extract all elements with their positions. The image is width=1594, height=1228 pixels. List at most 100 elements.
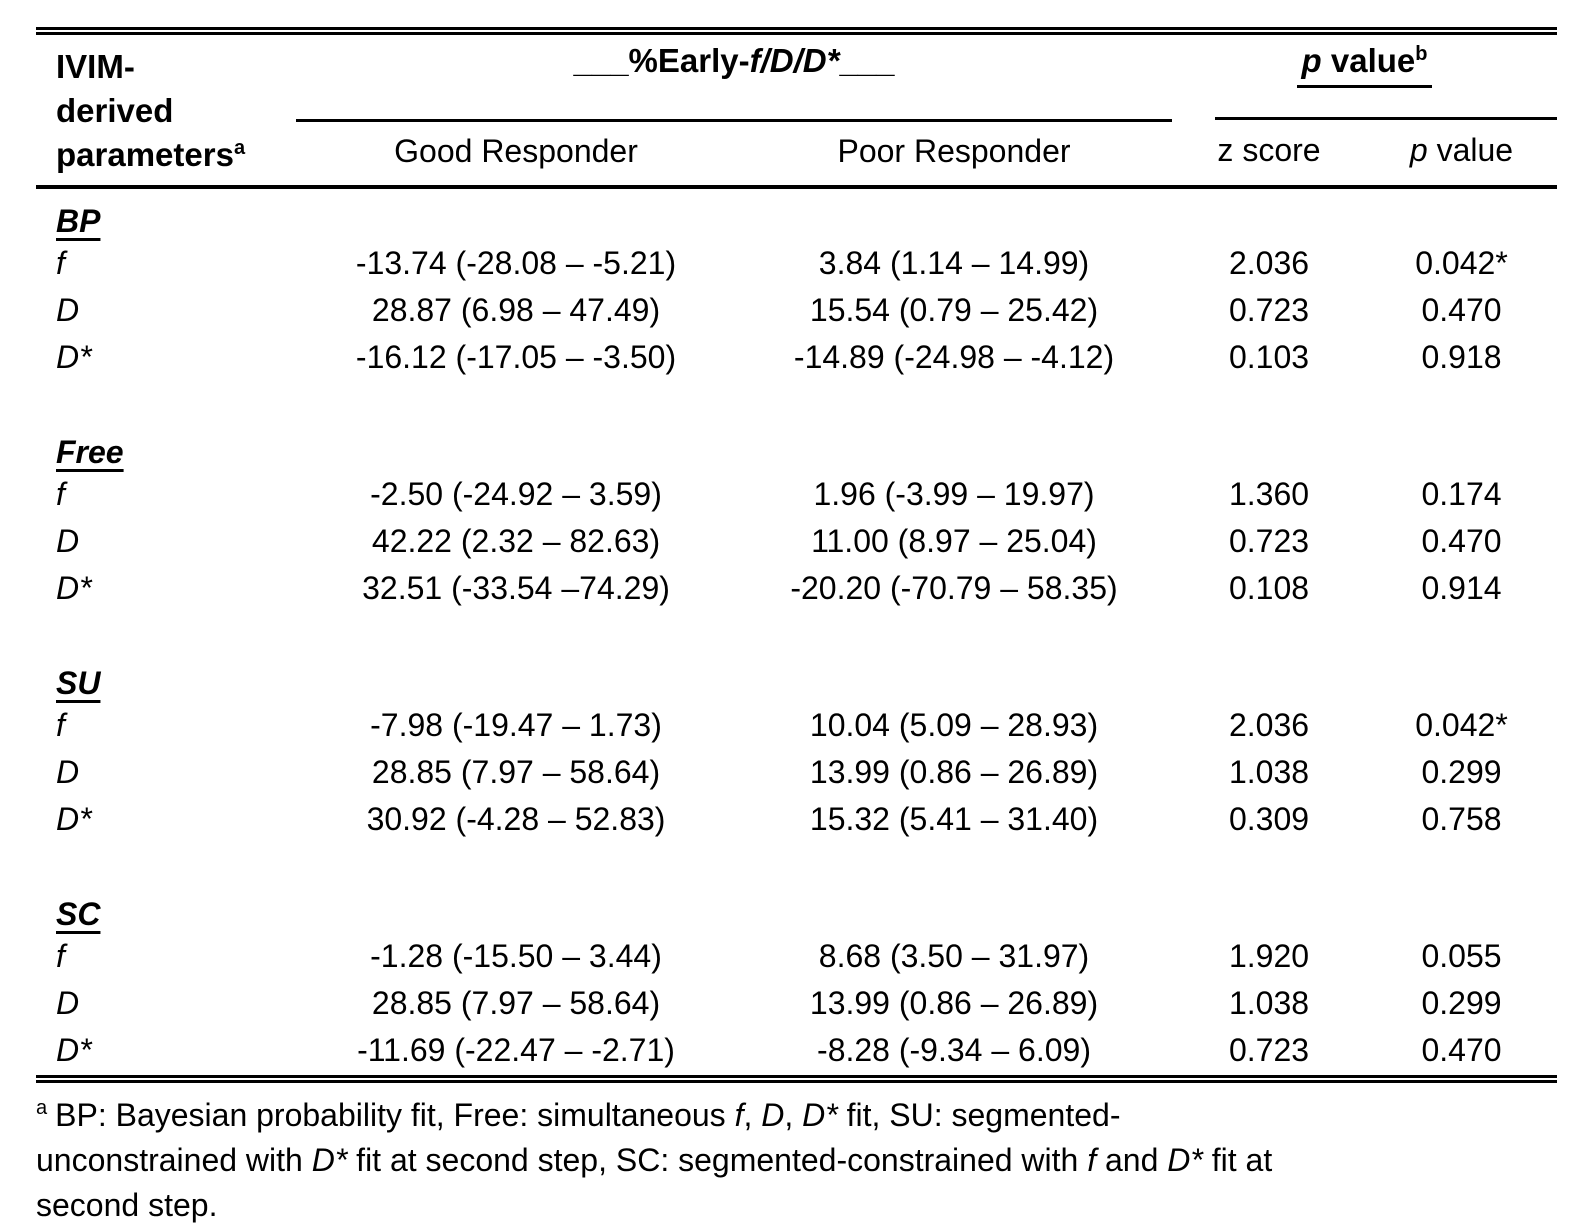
- good-value: -7.98 (-19.47 – 1.73): [370, 707, 662, 744]
- title-line-1: IVIM-: [56, 48, 135, 85]
- empty-cell: [1366, 420, 1557, 472]
- footnote-a-line-3: second step.: [36, 1183, 1557, 1228]
- section-name-cell: SC: [36, 882, 296, 934]
- param-label: D*: [56, 570, 92, 607]
- table-row: D 28.85 (7.97 – 58.64) 13.99 (0.86 – 26.…: [36, 981, 1557, 1028]
- poor-value: 8.68 (3.50 – 31.97): [818, 938, 1090, 975]
- table-row: D* 30.92 (-4.28 – 52.83) 15.32 (5.41 – 3…: [36, 797, 1557, 844]
- z-value: 2.036: [1228, 245, 1310, 282]
- good-value: 28.85 (7.97 – 58.64): [371, 754, 661, 791]
- param-label: f: [56, 938, 65, 975]
- empty-cell: [36, 613, 1557, 651]
- footnote-a-param-dstar: D*: [802, 1096, 838, 1133]
- empty-cell: [36, 844, 1557, 882]
- param-label: f: [56, 245, 65, 282]
- p-value-subheader-rest: value: [1427, 132, 1514, 169]
- p-value-cell: 0.042*: [1415, 707, 1508, 744]
- p-value-group-rule: [1215, 117, 1558, 120]
- good-value: 32.51 (-33.54 –74.29): [362, 570, 670, 607]
- early-change-header: ___%Early-f/D/D*___: [296, 35, 1172, 122]
- param-label: D: [56, 985, 80, 1022]
- results-table: IVIM- derived parametersa ___%Early-f/D/…: [36, 35, 1558, 1075]
- poor-value: 10.04 (5.09 – 28.93): [809, 707, 1099, 744]
- param-label: D*: [56, 1032, 92, 1069]
- p-value-cell: 0.299: [1421, 754, 1502, 791]
- p-value-header-rest: value: [1321, 42, 1416, 79]
- z-value: 0.723: [1228, 1032, 1310, 1069]
- good-value: -2.50 (-24.92 – 3.59): [370, 476, 662, 513]
- good-value: 30.92 (-4.28 – 52.83): [366, 801, 666, 838]
- poor-value: 13.99 (0.86 – 26.89): [809, 985, 1099, 1022]
- good-value: -1.28 (-15.50 – 3.44): [370, 938, 662, 975]
- good-value: 28.85 (7.97 – 58.64): [371, 985, 661, 1022]
- z-value: 0.108: [1228, 570, 1310, 607]
- poor-value: 3.84 (1.14 – 14.99): [818, 245, 1090, 282]
- early-header-underscore-left: ___: [573, 42, 629, 79]
- spacer-row: [36, 613, 1557, 651]
- poor-responder-header: Poor Responder: [736, 120, 1172, 189]
- p-value-cell: 0.758: [1421, 801, 1502, 838]
- p-value-cell: 0.914: [1421, 570, 1502, 607]
- p-value-cell: 0.055: [1421, 938, 1502, 975]
- footnote-marker-a-ref: a: [233, 137, 246, 159]
- footnote-a-text: second step.: [36, 1186, 218, 1223]
- top-double-rule: [36, 27, 1557, 35]
- title-line-3: parametersa: [56, 133, 296, 177]
- empty-cell: [1172, 187, 1366, 241]
- z-value: 0.103: [1228, 339, 1310, 376]
- good-responder-header: Good Responder: [296, 120, 736, 189]
- p-value-header-text: p valueb: [1172, 35, 1557, 89]
- p-value-group-header: p valueb: [1172, 35, 1558, 120]
- table-row: f -7.98 (-19.47 – 1.73) 10.04 (5.09 – 28…: [36, 703, 1557, 750]
- footnote-a-line-2: unconstrained with D* fit at second step…: [36, 1138, 1557, 1183]
- p-value-cell: 0.470: [1421, 1032, 1502, 1069]
- empty-cell: [736, 187, 1172, 241]
- table-row: D* -16.12 (-17.05 – -3.50) -14.89 (-24.9…: [36, 335, 1557, 382]
- p-value-cell: 0.918: [1421, 339, 1502, 376]
- poor-value: 15.32 (5.41 – 31.40): [809, 801, 1099, 838]
- z-value: 1.038: [1228, 754, 1310, 791]
- poor-value: 15.54 (0.79 – 25.42): [809, 292, 1099, 329]
- footnote-a-text: unconstrained with: [36, 1141, 312, 1178]
- empty-cell: [1366, 882, 1557, 934]
- p-value-cell: 0.299: [1421, 985, 1502, 1022]
- empty-cell: [1172, 651, 1366, 703]
- title-line-3-text: parameters: [56, 136, 234, 173]
- footnote-marker-a: a: [36, 1096, 48, 1119]
- footnote-a-param-dstar: D*: [1167, 1141, 1203, 1178]
- p-value-header-box: p valueb: [1172, 35, 1558, 120]
- section-row-bp: BP: [36, 187, 1557, 241]
- param-label: D: [56, 754, 80, 791]
- z-value: 0.309: [1228, 801, 1310, 838]
- footnote-a-text: fit at: [1202, 1141, 1273, 1178]
- header-row-top: IVIM- derived parametersa ___%Early-f/D/…: [36, 35, 1558, 189]
- p-value-cell: 0.470: [1421, 292, 1502, 329]
- section-name: BP: [56, 203, 101, 240]
- poor-value: 1.96 (-3.99 – 19.97): [813, 476, 1095, 513]
- p-value-cell: 0.174: [1421, 476, 1502, 513]
- empty-cell: [736, 420, 1172, 472]
- table-row: D* 32.51 (-33.54 –74.29) -20.20 (-70.79 …: [36, 566, 1557, 613]
- empty-cell: [1366, 651, 1557, 703]
- z-value: 0.723: [1228, 523, 1310, 560]
- param-label: f: [56, 476, 65, 513]
- section-name: Free: [56, 434, 124, 471]
- empty-cell: [296, 651, 736, 703]
- good-value: -11.69 (-22.47 – -2.71): [357, 1032, 675, 1069]
- p-value-header-underlined: p valueb: [1296, 42, 1433, 89]
- footnote-a-text: fit, SU: segmented-: [837, 1096, 1121, 1133]
- p-value-cell: 0.042*: [1415, 245, 1508, 282]
- table-row: f -13.74 (-28.08 – -5.21) 3.84 (1.14 – 1…: [36, 241, 1557, 288]
- p-value-subheader: p value: [1366, 120, 1558, 189]
- spacer-row: [36, 844, 1557, 882]
- empty-cell: [736, 882, 1172, 934]
- early-header-underscore-right: ___: [839, 42, 895, 79]
- z-score-header: z score: [1172, 120, 1366, 189]
- table-row: f -1.28 (-15.50 – 3.44) 8.68 (3.50 – 31.…: [36, 934, 1557, 981]
- poor-value: 11.00 (8.97 – 25.04): [811, 523, 1097, 560]
- good-value: 42.22 (2.32 – 82.63): [371, 523, 661, 560]
- table-row: D* -11.69 (-22.47 – -2.71) -8.28 (-9.34 …: [36, 1028, 1557, 1075]
- footnote-a-text: fit at second step, SC: segmented-constr…: [347, 1141, 1088, 1178]
- good-value: 28.87 (6.98 – 47.49): [371, 292, 661, 329]
